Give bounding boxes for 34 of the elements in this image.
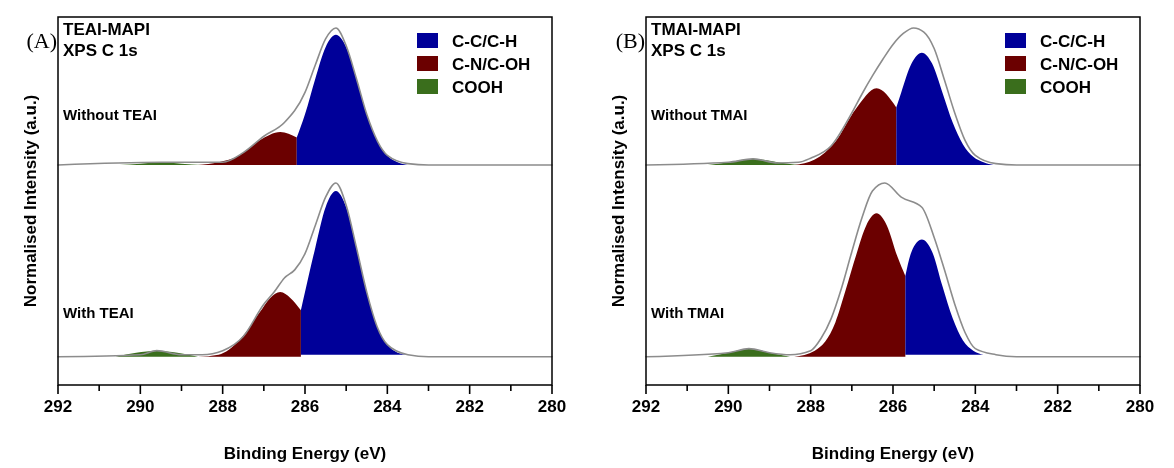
y-axis-title: Normalised Intensity (a.u.) [21, 94, 40, 308]
text: (B) [615, 28, 645, 53]
legend-label: COOH [1040, 78, 1091, 97]
x-tick-label: 290 [714, 397, 743, 416]
legend-label: C-C/C-H [1040, 32, 1106, 51]
x-axis-title: Binding Energy (eV) [223, 444, 387, 463]
x-tick-label: 280 [1125, 397, 1155, 416]
annotation: With TMAI [651, 304, 725, 321]
x-tick-label: 286 [878, 397, 908, 416]
x-tick-label: 290 [126, 397, 155, 416]
x-tick-label: 280 [537, 397, 567, 416]
x-axis-title: Binding Energy (eV) [811, 444, 975, 463]
x-tick-label: 282 [455, 397, 484, 416]
chart-title: TEAI-MAPI [63, 20, 150, 39]
y-axis-title: Normalised Intensity (a.u.) [609, 94, 628, 308]
x-tick-label: 292 [43, 397, 73, 416]
x-tick-label: 284 [961, 397, 991, 416]
x-tick-label: 282 [1043, 397, 1072, 416]
legend-label: COOH [452, 78, 503, 97]
annotation: Without TMAI [651, 106, 748, 123]
annotation: Without TEAI [63, 106, 158, 123]
chart-title: TMAI-MAPI [651, 20, 741, 39]
legend-label: C-N/C-OH [452, 55, 531, 74]
legend-label: C-N/C-OH [1040, 55, 1119, 74]
legend-label: C-C/C-H [452, 32, 518, 51]
x-tick-label: 288 [208, 397, 237, 416]
text: (A) [26, 28, 57, 53]
annotation: With TEAI [63, 304, 134, 321]
x-tick-label: 292 [631, 397, 661, 416]
x-tick-label: 284 [373, 397, 403, 416]
x-tick-label: 288 [796, 397, 825, 416]
x-tick-label: 286 [290, 397, 320, 416]
text: XPS C 1s [651, 41, 726, 60]
text: XPS C 1s [63, 41, 138, 60]
